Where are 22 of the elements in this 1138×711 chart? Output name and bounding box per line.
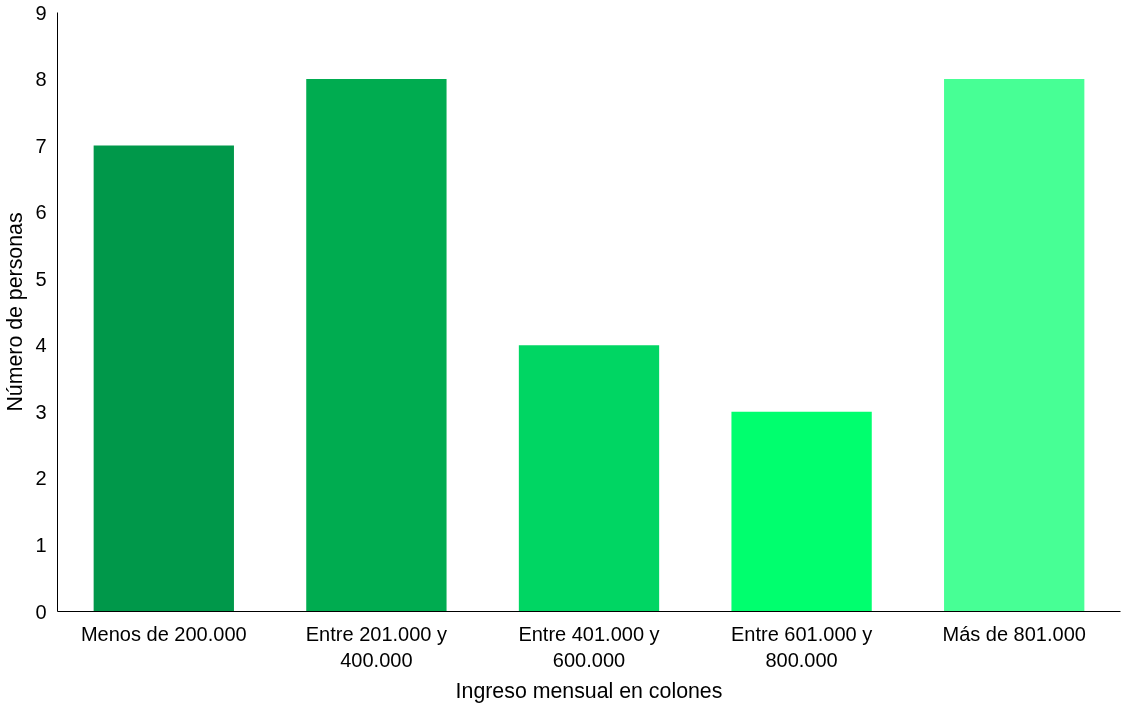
x-tick-label: Entre 401.000 y 600.000 [518,622,660,671]
bar [518,345,660,612]
x-tick-label: Entre 201.000 y 400.000 [305,622,448,671]
y-tick-label: 0 [35,600,47,623]
y-tick-label: 6 [35,201,47,224]
y-tick-label: 8 [35,68,47,91]
y-tick-label: 2 [35,467,47,490]
x-tick-label: Más de 801.000 [942,622,1086,645]
bar [731,411,872,612]
x-tick-label: Entre 601.000 y 800.000 [730,622,873,671]
y-tick-label: 1 [35,533,47,556]
x-tick-label: Menos de 200.000 [80,622,247,645]
y-tick-label: 7 [35,134,47,157]
bar [306,79,447,612]
y-tick-label: 9 [35,1,47,24]
bar [93,145,234,612]
y-tick-label: 3 [35,400,47,423]
x-axis-title: Ingreso mensual en colones [455,678,723,703]
y-axis-title: Número de personas [3,212,28,412]
bar [944,79,1085,612]
y-tick-label: 4 [35,334,47,357]
y-tick-label: 5 [35,267,47,290]
